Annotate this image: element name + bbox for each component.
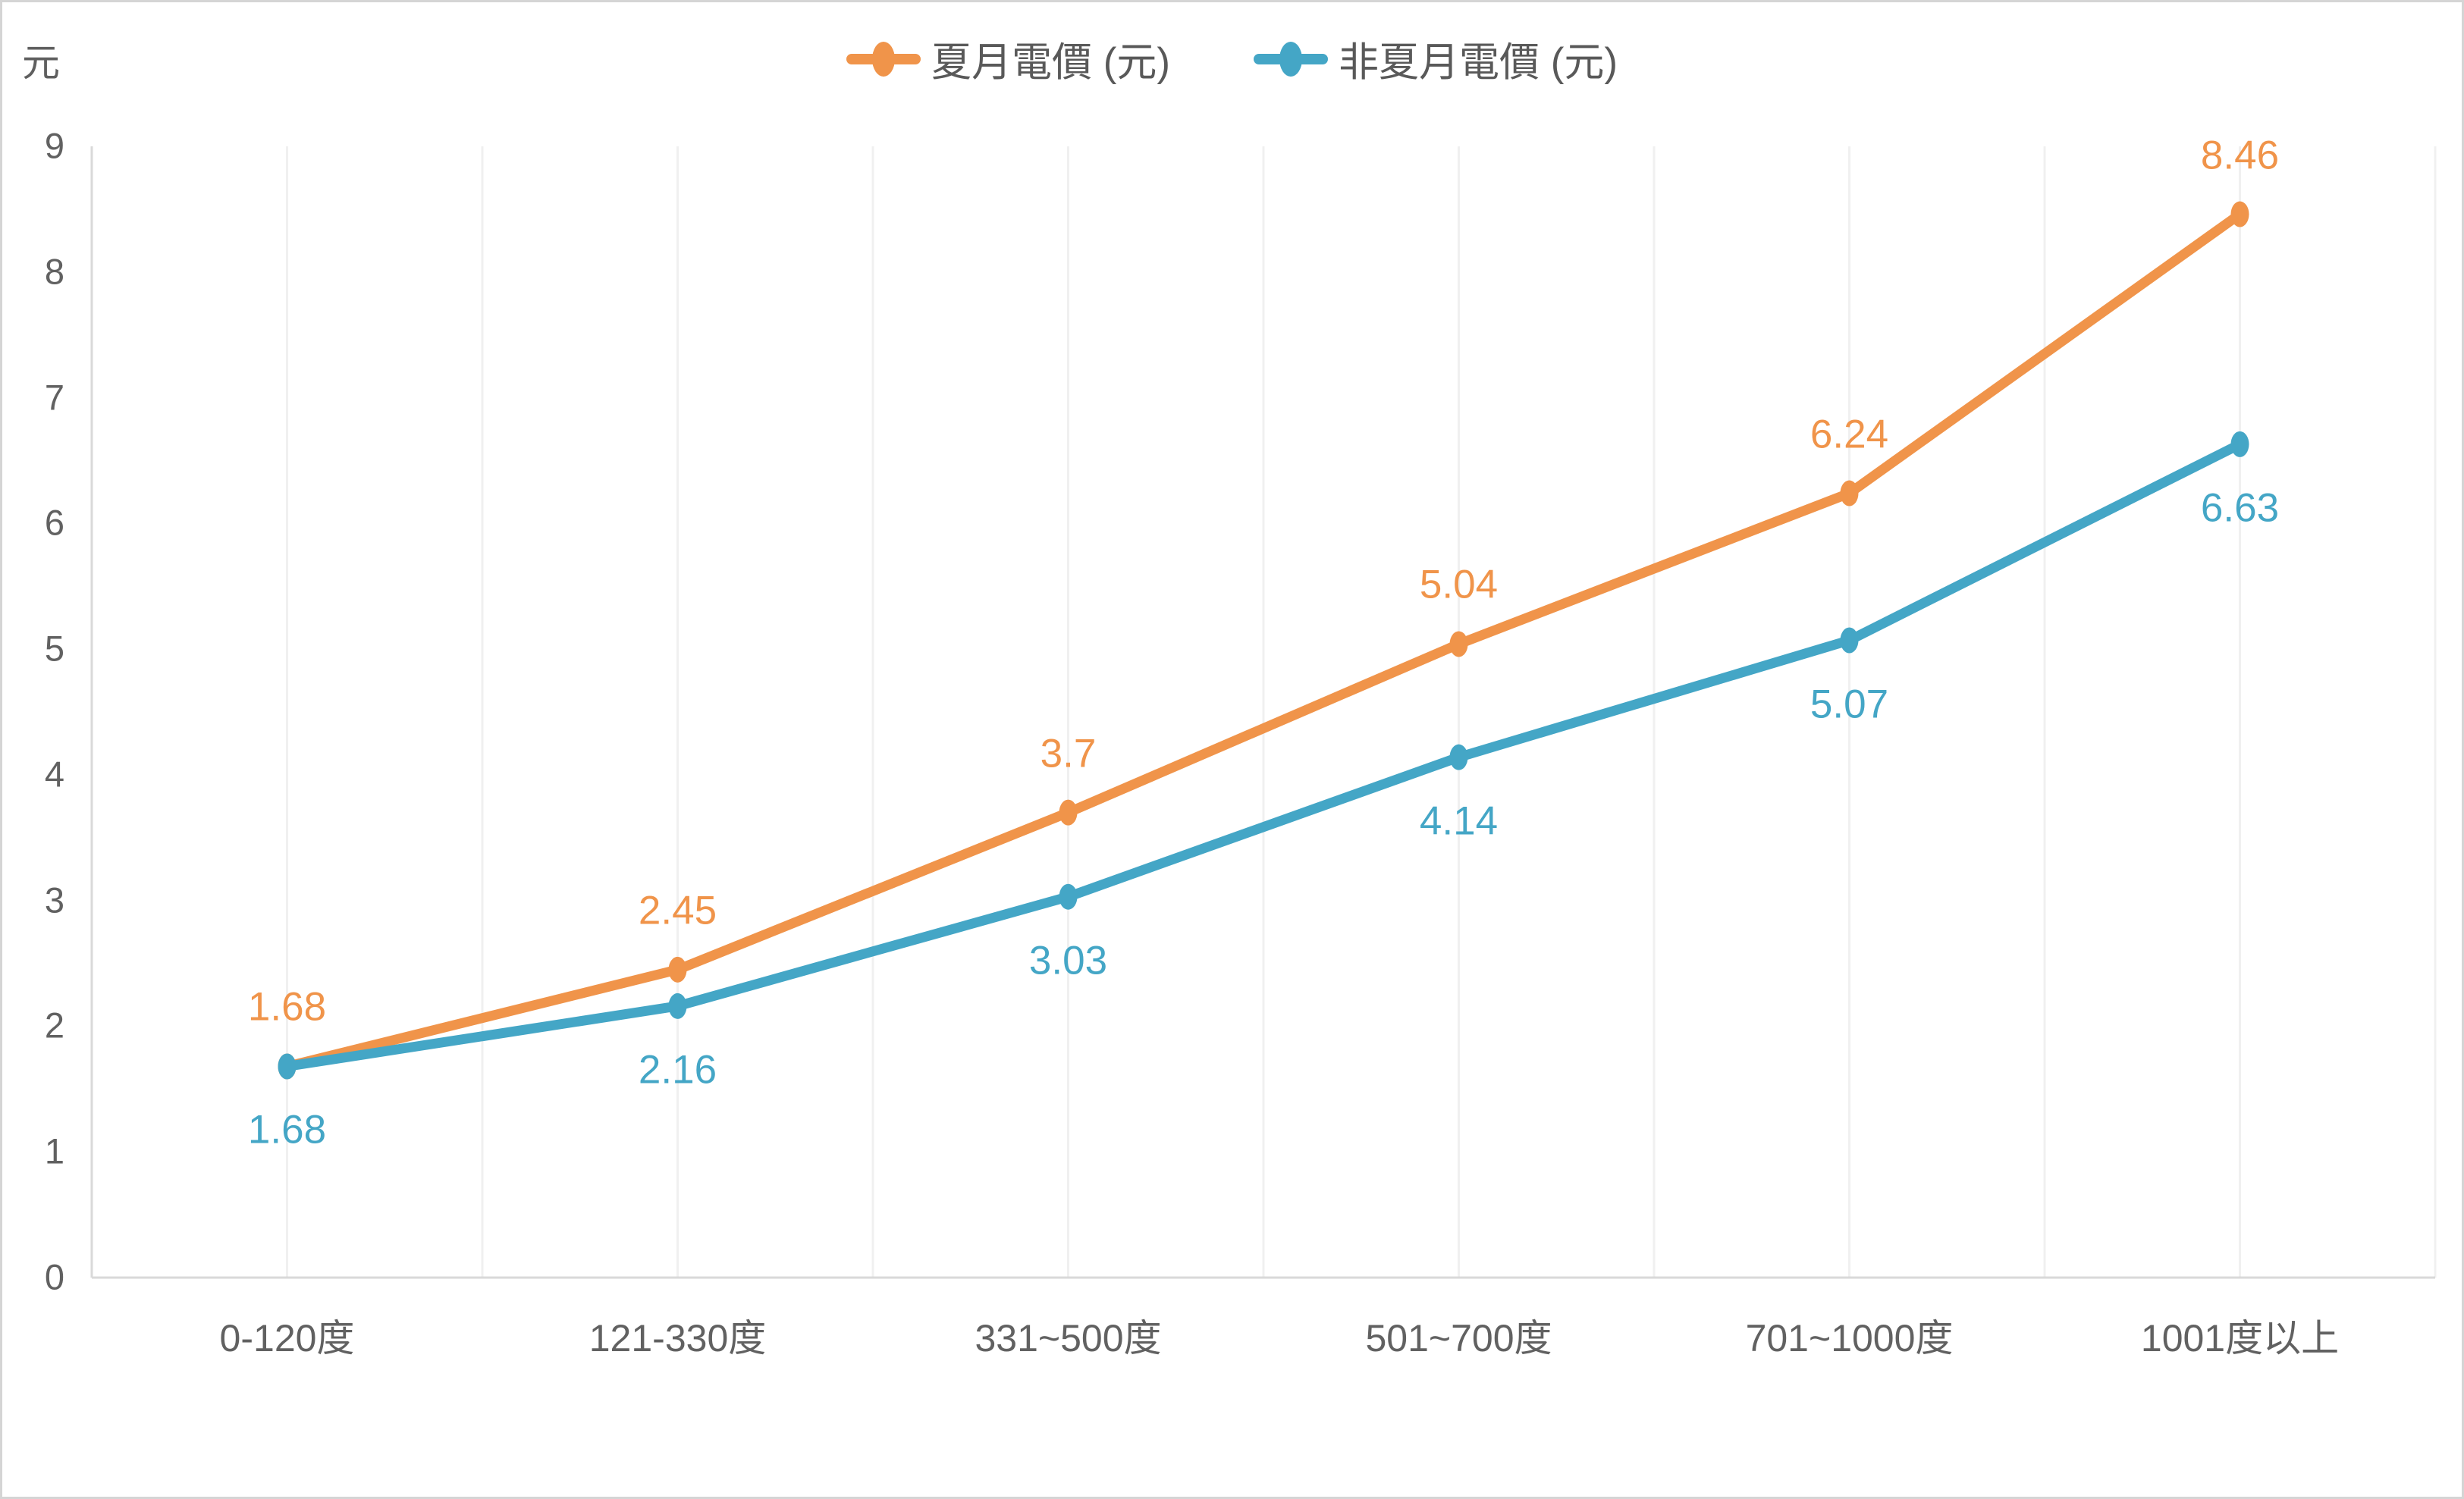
y-tick-label: 0 bbox=[44, 1256, 64, 1297]
chart-legend: 夏月電價 (元) 非夏月電價 (元) bbox=[2, 25, 2462, 93]
legend-line-marker-icon bbox=[1254, 41, 1328, 77]
data-point-marker bbox=[278, 1053, 297, 1080]
y-tick-label: 3 bbox=[44, 880, 64, 920]
y-tick-label: 6 bbox=[44, 502, 64, 543]
data-label: 5.07 bbox=[1810, 682, 1889, 726]
y-tick-label: 7 bbox=[44, 376, 64, 417]
data-point-marker bbox=[668, 993, 687, 1019]
data-label: 3.03 bbox=[1028, 938, 1108, 983]
data-point-marker bbox=[2230, 431, 2249, 457]
data-point-marker bbox=[668, 956, 687, 983]
data-label: 3.7 bbox=[1040, 731, 1097, 776]
data-point-marker bbox=[1449, 631, 1468, 657]
x-category-label: 501~700度 bbox=[1365, 1317, 1552, 1359]
y-tick-label: 5 bbox=[44, 628, 64, 669]
data-label: 2.16 bbox=[638, 1047, 717, 1093]
y-axis-unit-label: 元 bbox=[22, 42, 60, 84]
x-category-label: 0-120度 bbox=[219, 1317, 355, 1359]
x-category-label: 121-330度 bbox=[589, 1317, 767, 1359]
y-tick-label: 8 bbox=[44, 251, 64, 292]
legend-label: 非夏月電價 (元) bbox=[1339, 40, 1618, 85]
y-tick-label: 4 bbox=[44, 754, 64, 795]
legend-dot bbox=[871, 42, 895, 77]
legend-line-marker-icon bbox=[846, 41, 921, 77]
series-line-0 bbox=[282, 209, 2245, 1071]
legend-dot bbox=[1279, 42, 1302, 77]
data-point-marker bbox=[1449, 744, 1468, 770]
data-label: 5.04 bbox=[1419, 562, 1499, 607]
x-category-label: 1001度以上 bbox=[2140, 1317, 2340, 1359]
data-label: 2.45 bbox=[638, 888, 717, 933]
legend-label: 夏月電價 (元) bbox=[931, 40, 1170, 85]
x-category-label: 701~1000度 bbox=[1745, 1317, 1954, 1359]
data-label: 1.68 bbox=[247, 1107, 327, 1152]
data-label: 6.24 bbox=[1810, 412, 1889, 457]
data-point-marker bbox=[2230, 201, 2249, 227]
x-category-label: 331~500度 bbox=[975, 1317, 1162, 1359]
legend-item-1: 非夏月電價 (元) bbox=[1254, 30, 1618, 88]
y-tick-label: 1 bbox=[44, 1131, 64, 1171]
data-label: 1.68 bbox=[247, 984, 327, 1030]
series-line-1 bbox=[282, 439, 2245, 1071]
data-label: 6.63 bbox=[2200, 485, 2280, 531]
legend-item-0: 夏月電價 (元) bbox=[846, 30, 1170, 88]
data-label: 8.46 bbox=[2200, 133, 2280, 178]
data-point-marker bbox=[1059, 883, 1078, 910]
data-point-marker bbox=[1059, 799, 1078, 826]
y-tick-label: 2 bbox=[44, 1005, 64, 1046]
data-label: 4.14 bbox=[1419, 798, 1499, 844]
y-tick-label: 9 bbox=[44, 125, 64, 166]
data-point-marker bbox=[1840, 480, 1859, 506]
data-point-marker bbox=[1840, 627, 1859, 654]
